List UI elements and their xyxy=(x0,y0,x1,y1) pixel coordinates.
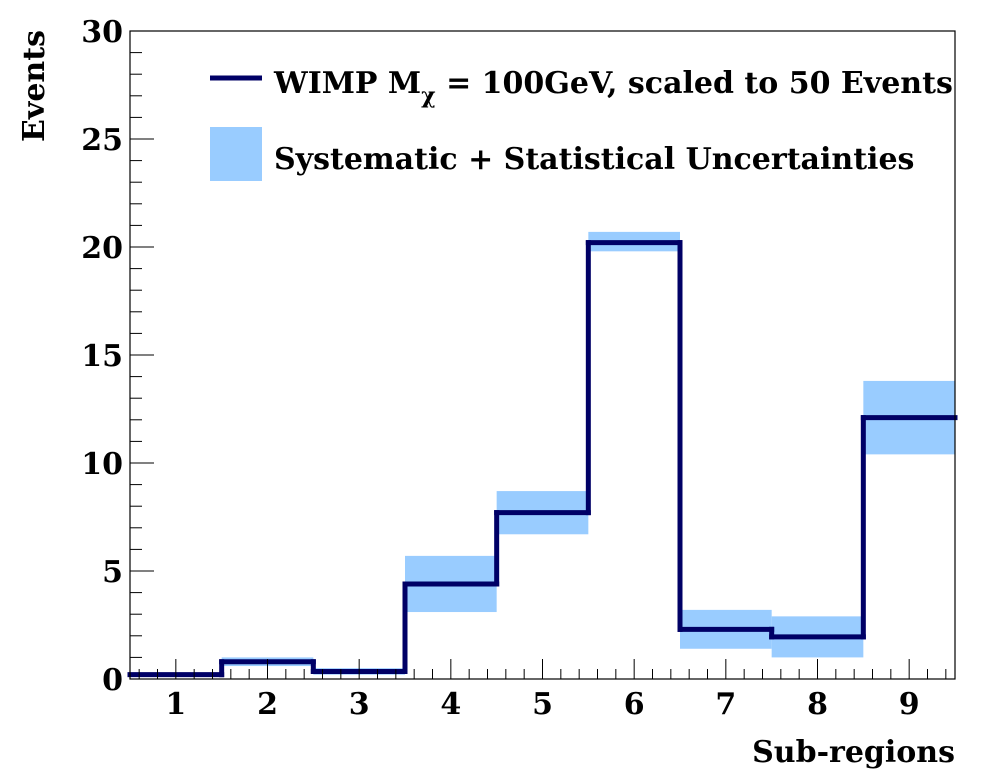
legend: WIMP Mχ = 100GeV, scaled to 50 Events Sy… xyxy=(210,66,953,181)
y-tick-labels: 0 5 10 15 20 25 30 xyxy=(81,15,123,698)
x-axis-ticks xyxy=(138,659,947,679)
x-axis-title: Sub-regions xyxy=(752,735,955,770)
y-tick-label: 20 xyxy=(81,231,123,266)
x-tick-label: 7 xyxy=(715,687,736,722)
y-axis-ticks xyxy=(130,30,154,680)
legend-label-uncertainties: Systematic + Statistical Uncertainties xyxy=(274,142,914,177)
x-tick-labels: 1 2 3 4 5 6 7 8 9 xyxy=(165,687,919,722)
y-tick-label: 0 xyxy=(102,663,123,698)
x-tick-label: 2 xyxy=(257,687,278,722)
x-tick-label: 1 xyxy=(165,687,186,722)
y-tick-label: 30 xyxy=(81,15,123,50)
wimp-step-line xyxy=(127,240,958,678)
y-tick-label: 10 xyxy=(81,447,123,482)
x-tick-label: 9 xyxy=(899,687,920,722)
x-tick-label: 5 xyxy=(532,687,553,722)
y-tick-label: 5 xyxy=(102,555,123,590)
x-tick-label: 4 xyxy=(440,687,461,722)
legend-label-subscript: χ xyxy=(421,83,435,109)
y-axis-title: Events xyxy=(17,30,52,142)
x-tick-label: 3 xyxy=(349,687,370,722)
x-tick-label: 8 xyxy=(807,687,828,722)
uncertainty-bands xyxy=(130,231,955,677)
y-tick-label: 15 xyxy=(81,339,123,374)
y-tick-label: 25 xyxy=(81,123,123,158)
legend-label-wimp: WIMP Mχ = 100GeV, scaled to 50 Events xyxy=(273,66,953,109)
legend-swatch-band xyxy=(210,127,262,181)
x-tick-label: 6 xyxy=(624,687,645,722)
